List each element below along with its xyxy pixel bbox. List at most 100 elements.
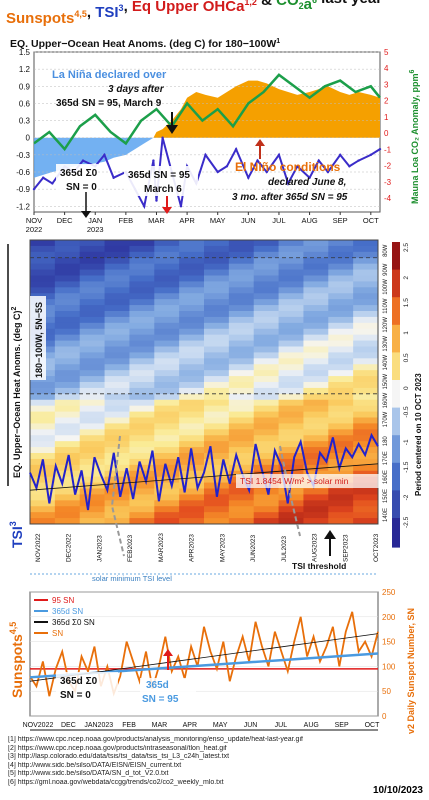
heatmap-cell xyxy=(104,352,130,359)
annotation-arrowhead xyxy=(81,211,91,218)
bot-legend-label: 365d SN xyxy=(52,607,83,616)
heatmap-cell xyxy=(179,263,205,271)
heatmap-cell xyxy=(204,257,230,265)
heatmap-cell xyxy=(79,346,106,353)
heatmap-cell xyxy=(79,299,106,306)
heatmap-cell xyxy=(129,281,155,288)
heatmap-cell xyxy=(253,334,280,342)
colorbar-tick-label: -1.5 xyxy=(403,461,410,473)
heatmap-cell xyxy=(353,506,379,513)
heatmap-cell xyxy=(129,429,155,436)
heatmap-cell xyxy=(179,358,205,365)
top-right-tick-label: -4 xyxy=(384,194,392,203)
heatmap-cell xyxy=(328,435,354,442)
colorbar-swatch xyxy=(392,297,400,327)
heatmap-cell xyxy=(303,311,329,318)
heatmap-cell xyxy=(303,293,329,300)
top-annotation-bg xyxy=(124,166,198,196)
tsi-point xyxy=(112,176,115,179)
heatmap-cell xyxy=(154,417,180,424)
title-part-8: & xyxy=(257,0,276,9)
bot-xtick-label: DEC xyxy=(61,722,76,729)
heatmap-cell xyxy=(303,240,329,247)
heatmap-cell xyxy=(253,429,280,436)
top-right-tick-label: 5 xyxy=(384,48,389,57)
heatmap-cell xyxy=(353,240,379,247)
heatmap-cell xyxy=(328,293,354,300)
heatmap-cell xyxy=(179,441,205,448)
heatmap-cell xyxy=(129,435,155,442)
heatmap-cell xyxy=(79,328,106,336)
heatmap-cell xyxy=(353,429,379,436)
heatmap-cell xyxy=(228,447,255,454)
heatmap-cell xyxy=(228,464,255,472)
heatmap-cell xyxy=(228,316,255,324)
heatmap-cell xyxy=(204,411,230,418)
heatmap-cell xyxy=(154,251,180,259)
mid-xtick-label: SEP2023 xyxy=(342,534,349,562)
heatmap-cell xyxy=(278,328,304,336)
heatmap-cell xyxy=(228,411,255,418)
heatmap-cell xyxy=(179,287,205,294)
heatmap-cell xyxy=(328,470,354,478)
top-annotation: La Niña declared over xyxy=(52,69,167,81)
heatmap-cell xyxy=(228,423,255,430)
heatmap-cell xyxy=(303,269,329,276)
heatmap-cell xyxy=(129,387,155,395)
heatmap-cell xyxy=(179,518,205,525)
heatmap-cell xyxy=(154,447,180,454)
heatmap-cell xyxy=(104,447,130,454)
heatmap-cell xyxy=(204,405,230,413)
heatmap-cell xyxy=(54,245,81,253)
heatmap-cell xyxy=(79,393,106,401)
heatmap-cell xyxy=(154,269,180,276)
heatmap-cell xyxy=(253,464,280,472)
heatmap-cell xyxy=(328,453,354,460)
heatmap-cell xyxy=(228,488,255,495)
heatmap-cell xyxy=(353,417,379,424)
heatmap-cell xyxy=(179,299,205,306)
heatmap-cell xyxy=(104,500,130,507)
tsi-point xyxy=(277,153,281,157)
heatmap-cell xyxy=(253,506,280,513)
top-chart-title-sup: 1 xyxy=(276,38,280,45)
tsi-trend-line xyxy=(29,463,379,491)
mid-xtick-label: DEC2022 xyxy=(66,533,73,562)
heatmap-cell xyxy=(353,370,379,377)
heatmap-cell xyxy=(79,334,106,342)
tsi-point xyxy=(265,170,268,174)
annotation-arrowhead xyxy=(166,125,178,134)
heatmap-cell xyxy=(278,458,304,466)
tsi-point xyxy=(155,199,158,202)
heatmap-cell xyxy=(154,382,180,389)
top-annotation-bg xyxy=(56,164,98,196)
heatmap-cell xyxy=(228,311,255,318)
heatmap-cell xyxy=(253,447,280,454)
heatmap-cell xyxy=(104,370,130,377)
heatmap-cell xyxy=(228,512,255,519)
heatmap-cell xyxy=(154,429,180,436)
heatmap-cell xyxy=(353,518,379,525)
heatmap-cell xyxy=(54,506,81,513)
heatmap-longitude-label: 150W xyxy=(383,373,389,389)
heatmap-cell xyxy=(54,464,81,472)
heatmap-cell xyxy=(104,423,130,430)
heatmap-cell xyxy=(104,512,130,519)
heatmap-cell xyxy=(30,399,56,407)
tsi-gray-dashed xyxy=(279,445,301,537)
title-part-0: Sunspots xyxy=(6,10,74,27)
heatmap-cell xyxy=(54,429,81,436)
heatmap-cell xyxy=(353,382,379,389)
heatmap-cell xyxy=(154,411,180,418)
heatmap-cell xyxy=(328,311,354,318)
heatmap-cell xyxy=(104,488,130,495)
heatmap-cell xyxy=(204,251,230,259)
title-part-10: 2 xyxy=(299,1,304,11)
heatmap-cell xyxy=(278,411,304,418)
heatmap-cell xyxy=(278,387,304,395)
heatmap-cell xyxy=(204,417,230,424)
heatmap-ylabel: EQ. Upper−Ocean Heat Anoms. (deg C)2 xyxy=(11,307,22,478)
heatmap-cell xyxy=(278,376,304,383)
heatmap-cell xyxy=(328,399,354,407)
top-right-axis-label: Mauna Loa CO₂ Anomaly, ppm6 xyxy=(409,69,420,204)
